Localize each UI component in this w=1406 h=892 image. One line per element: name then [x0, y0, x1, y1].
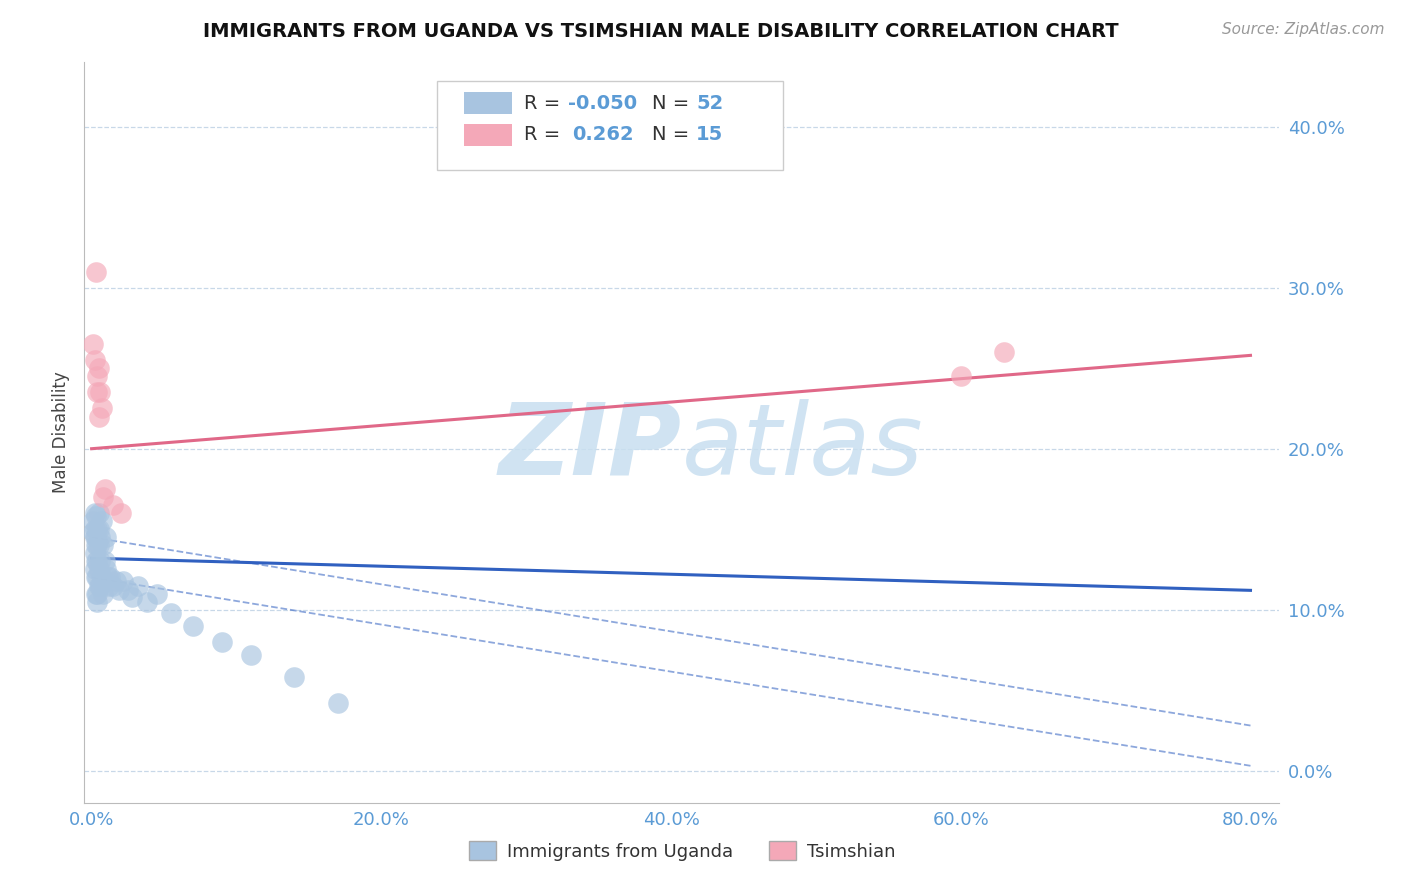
Point — [86, 522, 108, 536]
Text: R =: R = — [524, 126, 567, 145]
Point — [87, 409, 110, 424]
Point — [91, 586, 114, 600]
Point — [87, 506, 110, 520]
Point — [86, 570, 108, 584]
Point — [103, 578, 125, 592]
Point — [86, 594, 108, 608]
Point — [949, 369, 972, 384]
Point — [87, 562, 110, 576]
Point — [87, 578, 110, 592]
Point — [89, 554, 111, 568]
Text: 15: 15 — [696, 126, 724, 145]
Point — [105, 574, 128, 588]
Y-axis label: Male Disability: Male Disability — [52, 372, 70, 493]
Point — [83, 353, 105, 368]
FancyBboxPatch shape — [464, 124, 512, 146]
Point — [121, 590, 143, 604]
Text: -0.050: -0.050 — [568, 94, 637, 112]
Point — [91, 490, 114, 504]
Point — [239, 648, 262, 662]
Point — [89, 385, 111, 400]
Point — [993, 345, 1015, 359]
Point — [160, 606, 183, 620]
Text: N =: N = — [652, 94, 696, 112]
Point — [84, 265, 107, 279]
Point — [89, 530, 111, 544]
Text: N =: N = — [652, 126, 696, 145]
Text: atlas: atlas — [682, 399, 924, 496]
Point — [135, 594, 157, 608]
Point — [94, 562, 117, 576]
Point — [87, 361, 110, 376]
Point — [112, 574, 135, 588]
Point — [96, 570, 118, 584]
Point — [86, 538, 108, 552]
Point — [127, 578, 149, 592]
Point — [103, 498, 125, 512]
Point — [84, 554, 107, 568]
Point — [100, 570, 122, 584]
Point — [181, 619, 204, 633]
Text: Source: ZipAtlas.com: Source: ZipAtlas.com — [1222, 22, 1385, 37]
Point — [83, 506, 105, 520]
Legend: Immigrants from Uganda, Tsimshian: Immigrants from Uganda, Tsimshian — [461, 834, 903, 868]
Point — [84, 509, 107, 524]
Point — [82, 525, 104, 540]
Text: 52: 52 — [696, 94, 724, 112]
Point — [86, 369, 108, 384]
Point — [83, 530, 105, 544]
Point — [98, 578, 121, 592]
Text: ZIP: ZIP — [499, 399, 682, 496]
Point — [90, 570, 112, 584]
Text: 0.262: 0.262 — [572, 126, 634, 145]
Point — [87, 522, 110, 536]
Point — [108, 583, 131, 598]
Point — [86, 554, 108, 568]
FancyBboxPatch shape — [464, 92, 512, 114]
Point — [211, 635, 233, 649]
Point — [84, 530, 107, 544]
Point — [86, 385, 108, 400]
Point — [83, 522, 105, 536]
Point — [93, 482, 115, 496]
Point — [93, 554, 115, 568]
Point — [84, 570, 107, 584]
Point — [283, 670, 305, 684]
Point — [326, 696, 349, 710]
Point — [84, 538, 107, 552]
Point — [83, 562, 105, 576]
Point — [87, 538, 110, 552]
Point — [82, 337, 104, 351]
Text: IMMIGRANTS FROM UGANDA VS TSIMSHIAN MALE DISABILITY CORRELATION CHART: IMMIGRANTS FROM UGANDA VS TSIMSHIAN MALE… — [202, 22, 1119, 41]
Point — [110, 506, 132, 520]
Point — [82, 514, 104, 528]
Point — [83, 546, 105, 560]
Point — [90, 514, 112, 528]
Point — [90, 401, 112, 416]
FancyBboxPatch shape — [437, 81, 783, 169]
Point — [91, 538, 114, 552]
Point — [89, 578, 111, 592]
Point — [117, 583, 139, 598]
Text: R =: R = — [524, 94, 567, 112]
Point — [86, 586, 108, 600]
Point — [146, 586, 169, 600]
Point — [84, 586, 107, 600]
Point — [94, 530, 117, 544]
